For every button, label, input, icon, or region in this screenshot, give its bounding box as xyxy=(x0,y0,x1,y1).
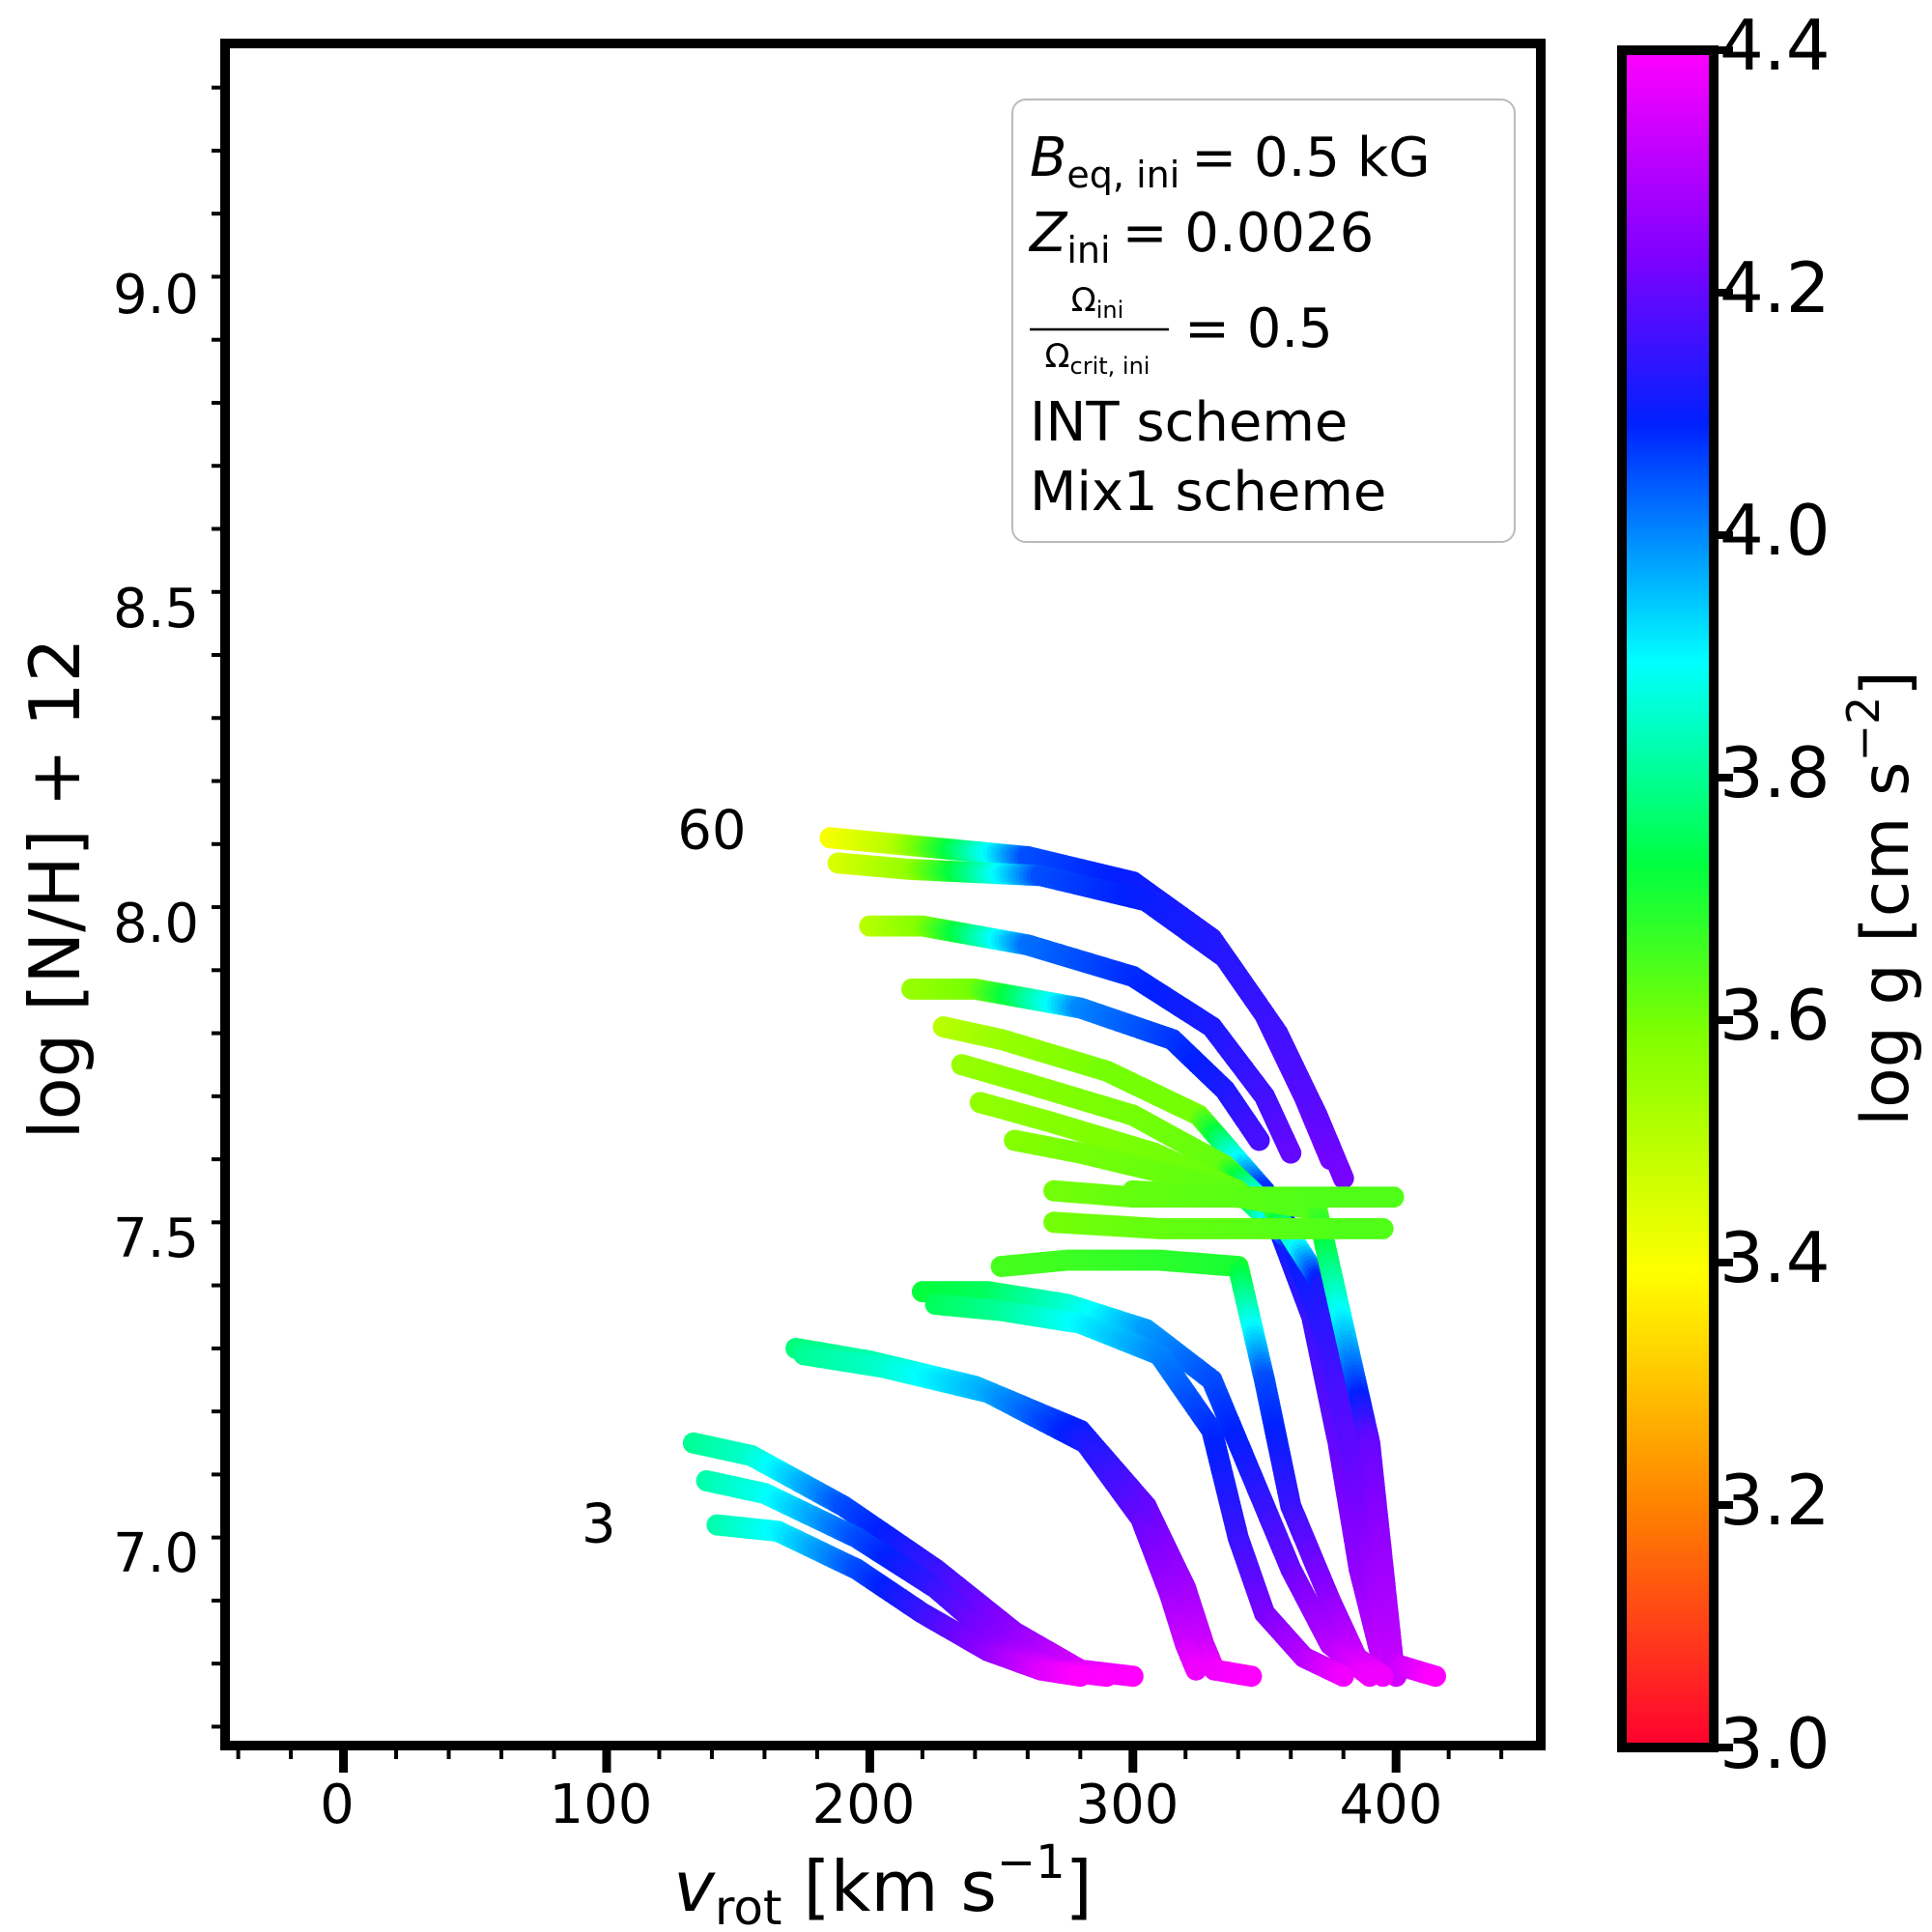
series-track xyxy=(1122,1179,1405,1208)
series-track xyxy=(1043,1179,1446,1688)
series-track xyxy=(901,978,1270,1151)
colorbar-tick-label: 3.6 xyxy=(1719,975,1831,1056)
x-tick-label: 0 xyxy=(320,1774,355,1836)
y-tick-label: 7.5 xyxy=(113,1208,199,1270)
colorbar-tick-label: 3.4 xyxy=(1719,1217,1831,1298)
svg-text:Ωcrit, ini: Ωcrit, ini xyxy=(1045,337,1151,380)
annotation-label: 60 xyxy=(677,800,746,863)
x-tick-label: 100 xyxy=(550,1774,653,1836)
series-track xyxy=(859,915,1302,1164)
legend-box xyxy=(1011,99,1516,543)
legend-line-omega: Ωini Ωcrit, ini = 0.5 xyxy=(1030,281,1333,380)
y-tick-label: 8.5 xyxy=(113,578,199,640)
data-point xyxy=(1358,1665,1380,1688)
y-tick-label: 7.0 xyxy=(113,1522,199,1585)
colorbar-gradient xyxy=(1617,45,1719,1752)
data-point xyxy=(1382,1186,1405,1208)
data-point xyxy=(1372,1217,1394,1239)
data-point xyxy=(1248,1129,1270,1151)
data-point xyxy=(1240,1665,1263,1688)
series-track xyxy=(924,1293,1354,1688)
x-tick-label: 200 xyxy=(812,1774,916,1836)
svg-text:Ωini: Ωini xyxy=(1071,281,1124,324)
annotation-label: 3 xyxy=(582,1493,616,1556)
data-point xyxy=(1332,1167,1354,1189)
x-tick-label: 400 xyxy=(1340,1774,1443,1836)
colorbar-tick-label: 4.4 xyxy=(1719,5,1831,86)
colorbar-tick-label: 3.2 xyxy=(1719,1460,1831,1541)
series-track xyxy=(793,1344,1208,1681)
colorbar-tick-label: 4.2 xyxy=(1719,247,1831,328)
x-tick-labels: 0 100 200 300 400 xyxy=(320,1774,1442,1836)
legend-line-z: Zini = 0.0026 xyxy=(1028,202,1374,271)
series-track xyxy=(706,1514,1092,1688)
colorbar: 3.0 3.2 3.4 3.6 3.8 4.0 4.2 4.4 log g [c… xyxy=(1617,5,1924,1784)
x-tick-label: 300 xyxy=(1076,1774,1179,1836)
data-point xyxy=(1332,1665,1354,1688)
series-track xyxy=(990,1249,1394,1688)
legend-line-b: Beq, ini = 0.5 kG xyxy=(1030,127,1431,196)
legend-line-int: INT scheme xyxy=(1030,391,1348,454)
colorbar-ticks xyxy=(1714,46,1733,1751)
series-track xyxy=(682,1432,1144,1688)
data-point xyxy=(1280,1142,1302,1164)
y-tick-label: 8.0 xyxy=(113,893,199,955)
legend-line-mix: Mix1 scheme xyxy=(1030,461,1386,524)
x-axis-label: vrot [km s−1] xyxy=(673,1835,1092,1932)
colorbar-label: log g [cm s−2] xyxy=(1837,670,1924,1126)
colorbar-tick-label: 3.0 xyxy=(1719,1703,1831,1784)
colorbar-tick-label: 4.0 xyxy=(1719,490,1831,571)
series-track xyxy=(827,852,1354,1189)
colorbar-tick-label: 3.8 xyxy=(1719,732,1831,813)
data-point xyxy=(1069,1665,1092,1688)
data-point xyxy=(1425,1665,1446,1688)
y-tick-label: 9.0 xyxy=(113,264,199,327)
data-point xyxy=(1185,1659,1208,1681)
plot-frame xyxy=(220,39,1546,1750)
data-point xyxy=(1122,1665,1144,1688)
svg-text:= 0.5: = 0.5 xyxy=(1184,298,1333,360)
colorbar-tick-labels: 3.0 3.2 3.4 3.6 3.8 4.0 4.2 4.4 xyxy=(1719,5,1831,1784)
y-axis-label: log [N/H] + 12 xyxy=(14,639,96,1140)
y-axis-ticks xyxy=(212,85,225,1729)
legend: Beq, ini = 0.5 kG Zini = 0.0026 Ωini Ωcrit… xyxy=(1011,99,1516,543)
y-tick-labels: 7.0 7.5 8.0 8.5 9.0 xyxy=(113,264,199,1585)
data-points xyxy=(682,827,1446,1688)
x-axis-ticks xyxy=(236,1746,1504,1773)
data-point xyxy=(1095,1665,1118,1688)
series-track xyxy=(1043,1211,1394,1239)
